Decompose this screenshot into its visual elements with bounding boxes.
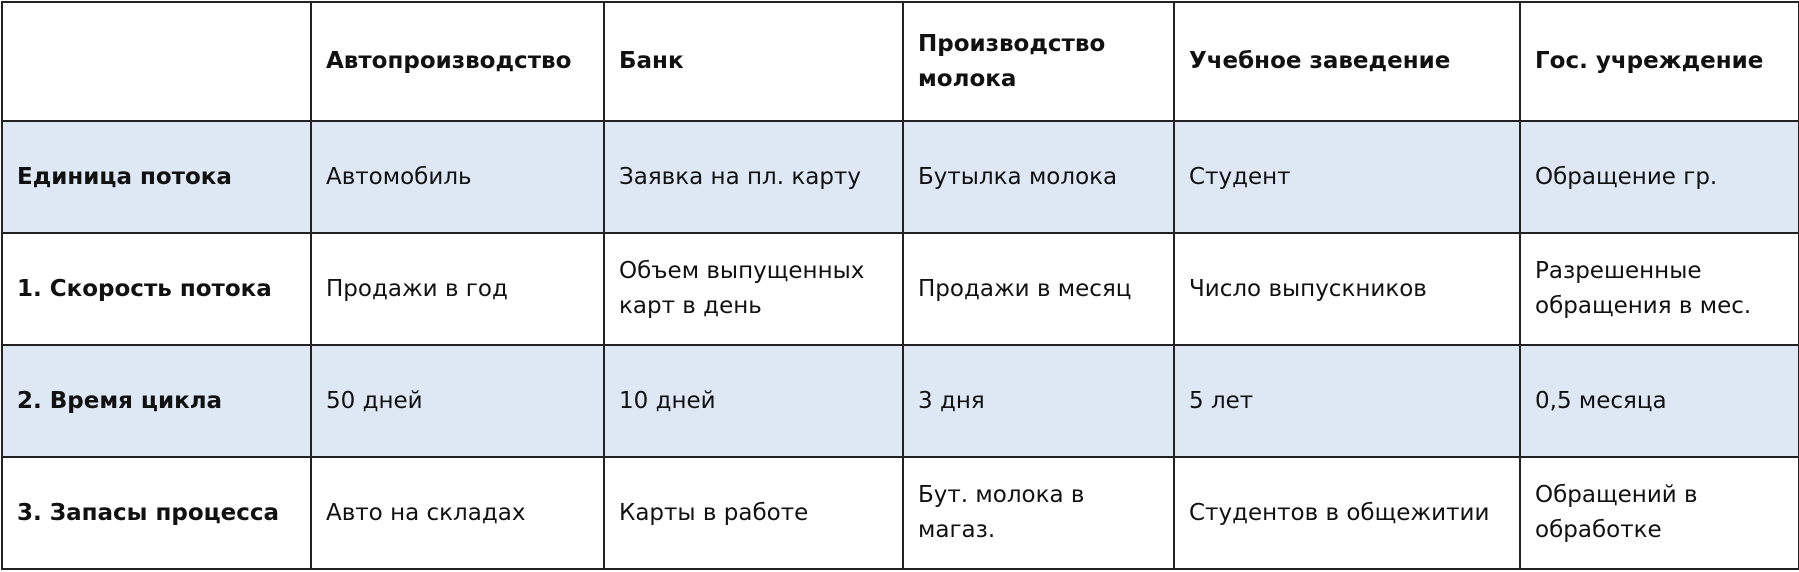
table-cell: Бут. молока в магаз. <box>902 456 1175 570</box>
table-cell: Обращение гр. <box>1519 120 1799 234</box>
row-label: Единица потока <box>1 120 312 234</box>
table-cell: Разрешенные обращения в мес. <box>1519 232 1799 346</box>
column-header: Производство молока <box>902 1 1175 122</box>
table-cell: 10 дней <box>603 344 904 458</box>
header-row: Автопроизводство Банк Производство молока У… <box>1 1 1799 122</box>
table-cell: Авто на складах <box>310 456 605 570</box>
column-header: Банк <box>603 1 904 122</box>
table-cell: Продажи в месяц <box>902 232 1175 346</box>
table-row: 1. Скорость потока Продажи в год Объем вып… <box>1 232 1799 346</box>
table-cell: Заявка на пл. карту <box>603 120 904 234</box>
row-label: 1. Скорость потока <box>1 232 312 346</box>
column-header: Гос. учреждение <box>1519 1 1799 122</box>
table-row: Единица потока Автомобиль Заявка на пл. ка… <box>1 120 1799 234</box>
row-label: 3. Запасы процесса <box>1 456 312 570</box>
table-cell: 0,5 месяца <box>1519 344 1799 458</box>
table-cell: Карты в работе <box>603 456 904 570</box>
table-cell: 5 лет <box>1173 344 1521 458</box>
table-cell: Обращений в обработке <box>1519 456 1799 570</box>
corner-cell <box>1 1 312 122</box>
table-cell: Число выпускников <box>1173 232 1521 346</box>
column-header: Учебное заведение <box>1173 1 1521 122</box>
table-cell: Бутылка молока <box>902 120 1175 234</box>
table-cell: Объем выпущенных карт в день <box>603 232 904 346</box>
table-cell: Студент <box>1173 120 1521 234</box>
row-label: 2. Время цикла <box>1 344 312 458</box>
table-row: 3. Запасы процесса Авто на складах Карты в… <box>1 456 1799 570</box>
table-body: Единица потока Автомобиль Заявка на пл. ка… <box>1 120 1799 570</box>
table-cell: 3 дня <box>902 344 1175 458</box>
table-cell: Продажи в год <box>310 232 605 346</box>
table-row: 2. Время цикла 50 дней 10 дней 3 дня 5 лет 0,… <box>1 344 1799 458</box>
table-cell: Автомобиль <box>310 120 605 234</box>
table-cell: 50 дней <box>310 344 605 458</box>
table-cell: Студентов в общежитии <box>1173 456 1521 570</box>
column-header: Автопроизводство <box>310 1 605 122</box>
